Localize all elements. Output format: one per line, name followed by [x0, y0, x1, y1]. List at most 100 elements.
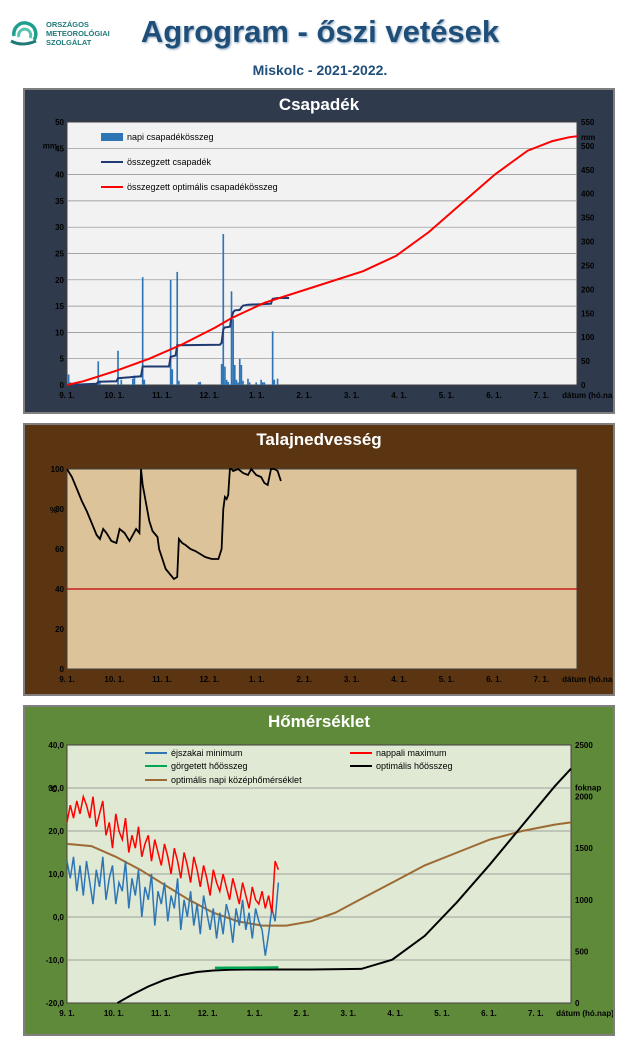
- daily-precip-bar: [238, 358, 241, 385]
- y2-tick-label: 400: [581, 190, 595, 199]
- daily-precip-bar: [67, 374, 70, 385]
- y2-tick-label: 2000: [575, 793, 593, 802]
- y-tick-label: 35: [55, 197, 64, 206]
- x-tick-label: 1. 1.: [249, 391, 265, 400]
- daily-precip-bar: [222, 234, 225, 385]
- y-tick-label: 40: [55, 585, 64, 594]
- y-tick-label: 0: [60, 381, 65, 390]
- x-tick-label: 5. 1.: [434, 1009, 450, 1018]
- y-tick-label: 25: [55, 250, 64, 259]
- x-axis-label: dátum (hó.nap): [562, 675, 613, 684]
- soil-moisture-chart: Talajnedvesség 0 20 40 60 80 100 9. 1. 10. 1. 11.…: [25, 425, 613, 694]
- temperature-chart: Hőmérséklet -20,0 -10,0 0,0 10,0 20,0 30,0 40,0…: [25, 707, 613, 1034]
- y2-tick-label: 350: [581, 214, 595, 223]
- x-tick-label: 7. 1.: [528, 1009, 544, 1018]
- daily-precip-bar: [197, 382, 200, 385]
- y2-tick-label: 300: [581, 238, 595, 247]
- y-tick-label: 20: [55, 625, 64, 634]
- y-tick-label: 15: [55, 302, 64, 311]
- y2-tick-label: 150: [581, 309, 595, 318]
- x-tick-label: 4. 1.: [387, 1009, 403, 1018]
- y-tick-label: 45: [55, 144, 64, 153]
- daily-precip-bar: [199, 381, 202, 385]
- precipitation-panel: Csapadék 0 5 10 15 20 25 30 35 40 45 50 0 50 100 150 200…: [23, 88, 615, 414]
- x-tick-label: 9. 1.: [59, 1009, 75, 1018]
- y-tick-label: -10,0: [46, 956, 65, 965]
- optimal-precip-line: [66, 135, 578, 386]
- optimal-mean-temp-line: [66, 821, 572, 927]
- y-tick-label: 60: [55, 545, 64, 554]
- x-tick-label: 6. 1.: [481, 1009, 497, 1018]
- y-tick-label: 0: [60, 665, 65, 674]
- y-tick-label: -20,0: [46, 999, 65, 1008]
- daily-precip-bar: [171, 369, 174, 385]
- legend-entry: napi csapadékösszeg: [127, 132, 214, 142]
- y2-tick-label: 1500: [575, 844, 593, 853]
- page-title: Agrogram - őszi vetések: [140, 14, 500, 49]
- daily-precip-bar: [117, 350, 119, 385]
- x-tick-label: 11. 1.: [151, 1009, 171, 1018]
- legend-entry: optimális napi középhőmérséklet: [171, 775, 302, 785]
- x-tick-label: 4. 1.: [391, 675, 407, 684]
- y-tick-label: 30,0: [48, 784, 64, 793]
- x-tick-label: 10. 1.: [104, 1009, 124, 1018]
- chart-title: Csapadék: [279, 95, 360, 114]
- precipitation-chart: Csapadék05101520253035404550050100150200…: [25, 90, 613, 412]
- daily-precip-bar: [225, 379, 228, 385]
- y-tick-label: 30: [55, 223, 64, 232]
- omsz-logo: ORSZÁGOS METEOROLÓGIAI SZOLGÁLAT: [8, 16, 128, 56]
- daily-precip-bar: [131, 378, 134, 385]
- x-tick-label: 9. 1.: [59, 675, 75, 684]
- legend-entry: nappali maximum: [376, 748, 447, 758]
- day-maximum-line: [66, 793, 280, 913]
- daily-precip-bar: [240, 365, 243, 385]
- logo-line-3: SZOLGÁLAT: [46, 38, 92, 47]
- daily-precip-bar: [97, 361, 100, 385]
- daily-precip-bar: [227, 381, 230, 385]
- cumulative-precip-line: [66, 297, 290, 386]
- chart-title: Talajnedvesség: [256, 430, 381, 449]
- legend-entry: összegzett optimális csapadékösszeg: [127, 182, 278, 192]
- daily-precip-bar: [178, 380, 180, 385]
- night-minimum-line: [66, 856, 280, 956]
- x-tick-label: 2. 1.: [294, 1009, 310, 1018]
- y-tick-label: 10,0: [48, 870, 64, 879]
- daily-precip-bar: [143, 379, 146, 385]
- page-subtitle: Miskolc - 2021-2022.: [252, 62, 388, 78]
- logo-swirl-icon: [10, 21, 38, 46]
- x-tick-label: 7. 1.: [534, 391, 550, 400]
- optimal-heat-sum-line: [116, 768, 572, 1004]
- daily-precip-bar: [247, 378, 249, 385]
- temperature-panel: Hőmérséklet -20,0 -10,0 0,0 10,0 20,0 30,0 40,0…: [23, 705, 615, 1036]
- y2-tick-label: 500: [581, 142, 595, 151]
- x-tick-label: 10. 1.: [104, 675, 124, 684]
- legend-entry: összegzett csapadék: [127, 157, 212, 167]
- y2-tick-label: 1000: [575, 896, 593, 905]
- daily-precip-bar: [263, 382, 266, 385]
- daily-precip-bar: [260, 379, 262, 385]
- y2-tick-label: 450: [581, 166, 595, 175]
- daily-precip-bar: [248, 382, 251, 385]
- y2-tick-label: 100: [581, 333, 595, 342]
- y2-tick-label: 250: [581, 261, 595, 270]
- y-tick-label: 50: [55, 118, 64, 127]
- x-tick-label: 4. 1.: [391, 391, 407, 400]
- x-tick-label: 12. 1.: [198, 1009, 218, 1018]
- y2-axis-unit: mm: [581, 133, 595, 142]
- plot-area: [66, 468, 578, 670]
- daily-precip-bar: [120, 379, 123, 385]
- legend-entry: görgetett hőösszeg: [171, 761, 248, 771]
- daily-precip-bar: [261, 382, 264, 385]
- legend-entry: optimális hőösszeg: [376, 761, 453, 771]
- daily-precip-bar: [255, 382, 258, 385]
- y-tick-label: 40: [55, 171, 64, 180]
- daily-precip-bar: [230, 291, 233, 385]
- y-tick-label: 80: [55, 505, 64, 514]
- soil-moisture-panel: Talajnedvesség 0 20 40 60 80 100 9. 1. 10. 1. 11.…: [23, 423, 615, 696]
- x-tick-label: 2. 1.: [296, 391, 312, 400]
- y2-tick-label: 0: [581, 381, 586, 390]
- y-tick-label: 100: [51, 465, 65, 474]
- daily-precip-bar: [169, 279, 172, 385]
- y-tick-label: 0,0: [53, 913, 65, 922]
- y-axis-unit: °C: [48, 785, 57, 794]
